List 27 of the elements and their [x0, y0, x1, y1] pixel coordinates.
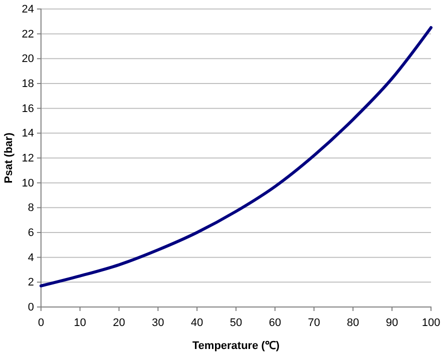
x-tick-label: 0	[38, 317, 44, 330]
x-tick-label: 30	[152, 317, 164, 330]
y-tick-label: 14	[22, 128, 34, 140]
x-tick-label: 10	[74, 317, 86, 330]
y-tick-label: 16	[22, 102, 34, 115]
y-tick-label: 18	[22, 78, 34, 90]
x-tick-label: 70	[308, 317, 320, 330]
y-tick-label: 12	[22, 152, 34, 165]
y-tick-label: 22	[22, 28, 34, 40]
x-tick-label: 90	[386, 317, 398, 330]
y-axis-title: Psat (bar)	[3, 132, 15, 184]
y-tick-label: 4	[28, 252, 34, 264]
x-tick-label: 40	[190, 317, 204, 330]
y-tick-label: 6	[28, 227, 34, 240]
y-tick-label: 24	[22, 4, 34, 16]
y-tick-label: 10	[22, 177, 34, 190]
line-series	[40, 26, 432, 288]
x-tick-label: 100	[422, 317, 440, 330]
x-tick-label: 60	[268, 317, 282, 330]
x-tick-label: 50	[230, 317, 242, 330]
x-axis-title: Temperature (℃)	[192, 340, 280, 352]
y-tick-label: 20	[22, 53, 34, 66]
x-tick-label: 80	[346, 317, 360, 330]
y-tick-label: 2	[28, 276, 34, 289]
y-tick-label: 8	[28, 202, 34, 214]
x-tick-label: 20	[112, 317, 126, 330]
y-tick-label: 0	[28, 302, 34, 314]
